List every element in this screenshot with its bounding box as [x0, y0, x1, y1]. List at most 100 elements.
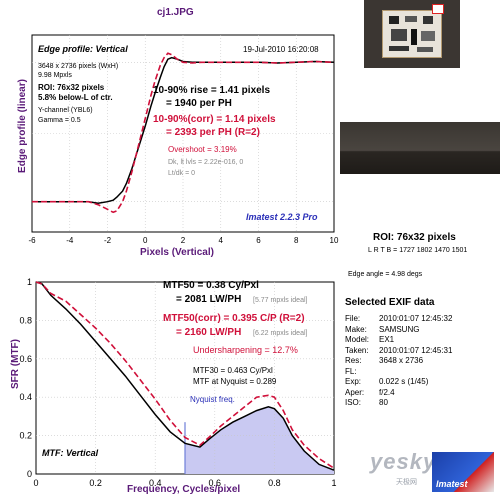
- imatest-version: Imatest 2.2.3 Pro: [246, 212, 318, 222]
- mtf50-ideal: [5.77 mpxls ideal]: [253, 297, 308, 304]
- exif-value: f/2.4: [379, 387, 395, 397]
- exif-row: Model: EX1: [345, 335, 452, 346]
- mtf-chart: 0 0.2 0.4 0.6 0.8 1 0 0.2 0.4 0.6 0.8 1: [19, 277, 336, 488]
- exif-value: 0.022 s (1/45): [379, 377, 429, 386]
- mtf50-lwph: = 2081 LW/PH: [176, 294, 242, 305]
- mtf-y-tick-label: 0.8: [19, 315, 32, 325]
- edge-ticks: -6 -4 -2 0 2 4 6 8 10: [28, 236, 339, 245]
- mtf-y-tick-label: 0: [27, 469, 32, 479]
- exif-value: EX1: [379, 335, 395, 344]
- edge-tick-label: 2: [181, 236, 186, 245]
- roi-marker-icon: [432, 4, 444, 14]
- edge-panel-title: Edge profile: Vertical: [38, 44, 128, 54]
- mtf-y-tick-label: 1: [27, 277, 32, 287]
- undersharpening-value: Undersharpening = 12.7%: [193, 345, 298, 355]
- roi-crop-image: [340, 122, 500, 174]
- exif-key: Res:: [345, 356, 362, 365]
- exif-row: File: 2010:01:07 12:45:32: [345, 314, 452, 325]
- exif-key: Aper:: [345, 387, 365, 397]
- yesky-watermark-cn: 天极网: [396, 479, 417, 486]
- exif-row: Exp: 0.022 s (1/45): [345, 377, 452, 388]
- mtf-y-label: SFR (MTF): [10, 339, 21, 389]
- image-mpxls: 9.98 Mpxls: [38, 72, 72, 79]
- mtf50-corr-value: MTF50(corr) = 0.395 C/P (R=2): [163, 313, 305, 324]
- mtf-panel-title: MTF: Vertical: [42, 448, 99, 458]
- nyquist-label: Nyquist freq.: [190, 395, 235, 404]
- rise-corr-value: 10-90%(corr) = 1.14 pixels: [153, 114, 276, 125]
- mtf-nyquist-value: MTF at Nyquist = 0.289: [193, 377, 277, 386]
- mtf-series-black: [35, 281, 335, 471]
- rise-per-ph: = 1940 per PH: [166, 98, 232, 109]
- edge-angle: Edge angle = 4.98 degs: [348, 271, 423, 278]
- exif-value: 2010:01:07 12:45:31: [379, 345, 453, 355]
- edge-tick-label: 8: [294, 236, 299, 245]
- image-pixels: 3648 x 2736 pixels (WxH): [38, 63, 119, 70]
- exif-row: ISO: 80: [345, 398, 452, 409]
- mtf-grid: [36, 282, 334, 474]
- exif-list: File: 2010:01:07 12:45:32 Make: SAMSUNG Mode…: [345, 314, 452, 409]
- edge-x-label: Pixels (Vertical): [140, 247, 214, 258]
- mtf50-value: MTF50 = 0.38 Cy/Pxl: [163, 280, 259, 291]
- mtf-ticks: 0 0.2 0.4 0.6 0.8 1 0 0.2 0.4 0.6 0.8 1: [19, 277, 336, 488]
- exif-value: 2010:01:07 12:45:32: [379, 314, 453, 323]
- thumbnail-chart-photo: [364, 0, 460, 68]
- roi-position: 5.8% below-L of ctr.: [38, 93, 113, 102]
- roi-right: ROI: 76x32 pixels: [373, 232, 456, 243]
- imatest-logo-text: Imatest: [436, 479, 468, 489]
- mtf-lines: [35, 281, 335, 471]
- mtf-x-tick-label: 0.8: [268, 478, 281, 488]
- mtf-y-tick-label: 0.4: [19, 392, 32, 402]
- mtf30-value: MTF30 = 0.463 Cy/Pxl: [193, 366, 273, 375]
- exif-value: 3648 x 2736: [379, 356, 424, 365]
- edge-lines: [32, 52, 335, 214]
- file-title: cj1.JPG: [157, 7, 194, 18]
- gamma-info: Gamma = 0.5: [38, 117, 81, 124]
- mtf-nyquist-fill: [184, 406, 334, 474]
- mtf-x-tick-label: 1: [331, 478, 336, 488]
- light-dark-ratio: Lt/dk = 0: [168, 170, 196, 177]
- edge-series-red-corr: [32, 52, 335, 214]
- exif-row: Taken: 2010:01:07 12:45:31: [345, 346, 452, 357]
- exif-key: Taken:: [345, 345, 369, 355]
- exif-row: FL:: [345, 367, 452, 378]
- dark-light-levels: Dk, lt lvls = 2.22e-016, 0: [168, 159, 244, 166]
- test-chart-icon: [382, 10, 442, 58]
- edge-profile-chart: -6 -4 -2 0 2 4 6 8 10: [28, 34, 339, 245]
- edge-tick-label: 6: [256, 236, 261, 245]
- mtf50-corr-lwph: = 2160 LW/PH: [176, 327, 242, 338]
- exif-title: Selected EXIF data: [345, 297, 435, 308]
- nyquist-fill-area: [185, 406, 334, 474]
- channel-info: Y-channel (YBL6): [38, 107, 93, 114]
- roi-lrtb: L R T B = 1727 1802 1470 1501: [368, 247, 468, 254]
- exif-key: Model:: [345, 335, 370, 344]
- mtf-x-tick-label: 0.2: [89, 478, 102, 488]
- rise-corr-per-ph: = 2393 per PH (R=2): [166, 127, 260, 138]
- mtf-x-tick-label: 0.4: [149, 478, 162, 488]
- exif-row: Aper: f/2.4: [345, 388, 452, 399]
- edge-tick-label: 4: [219, 236, 224, 245]
- edge-date: 19-Jul-2010 16:20:08: [243, 45, 319, 54]
- yesky-watermark: yesky: [370, 449, 437, 474]
- edge-tick-label: -4: [66, 236, 74, 245]
- imatest-logo: Imatest: [432, 452, 494, 492]
- edge-tick-label: -2: [104, 236, 112, 245]
- mtf-x-label: Frequency, Cycles/pixel: [127, 484, 241, 495]
- mtf50-corr-ideal: [6.22 mpxls ideal]: [253, 330, 308, 337]
- edge-tick-label: -6: [28, 236, 36, 245]
- overshoot-value: Overshoot = 3.19%: [168, 145, 237, 154]
- mtf-y-tick-label: 0.2: [19, 431, 32, 441]
- edge-y-label: Edge profile (linear): [17, 79, 28, 173]
- mtf-series-red-corr: [35, 281, 335, 469]
- exif-value: 80: [379, 398, 388, 407]
- roi-size: ROI: 76x32 pixels: [38, 83, 105, 92]
- exif-key: ISO:: [345, 398, 362, 407]
- mtf-x-tick-label: 0: [33, 478, 38, 488]
- rise-value: 10-90% rise = 1.41 pixels: [153, 85, 271, 96]
- exif-row: Make: SAMSUNG: [345, 325, 452, 336]
- edge-tick-label: 0: [143, 236, 148, 245]
- edge-tick-label: 10: [330, 236, 339, 245]
- exif-row: Res: 3648 x 2736: [345, 356, 452, 367]
- exif-key: Exp:: [345, 377, 362, 386]
- exif-value: SAMSUNG: [379, 324, 420, 334]
- exif-key: FL:: [345, 366, 357, 376]
